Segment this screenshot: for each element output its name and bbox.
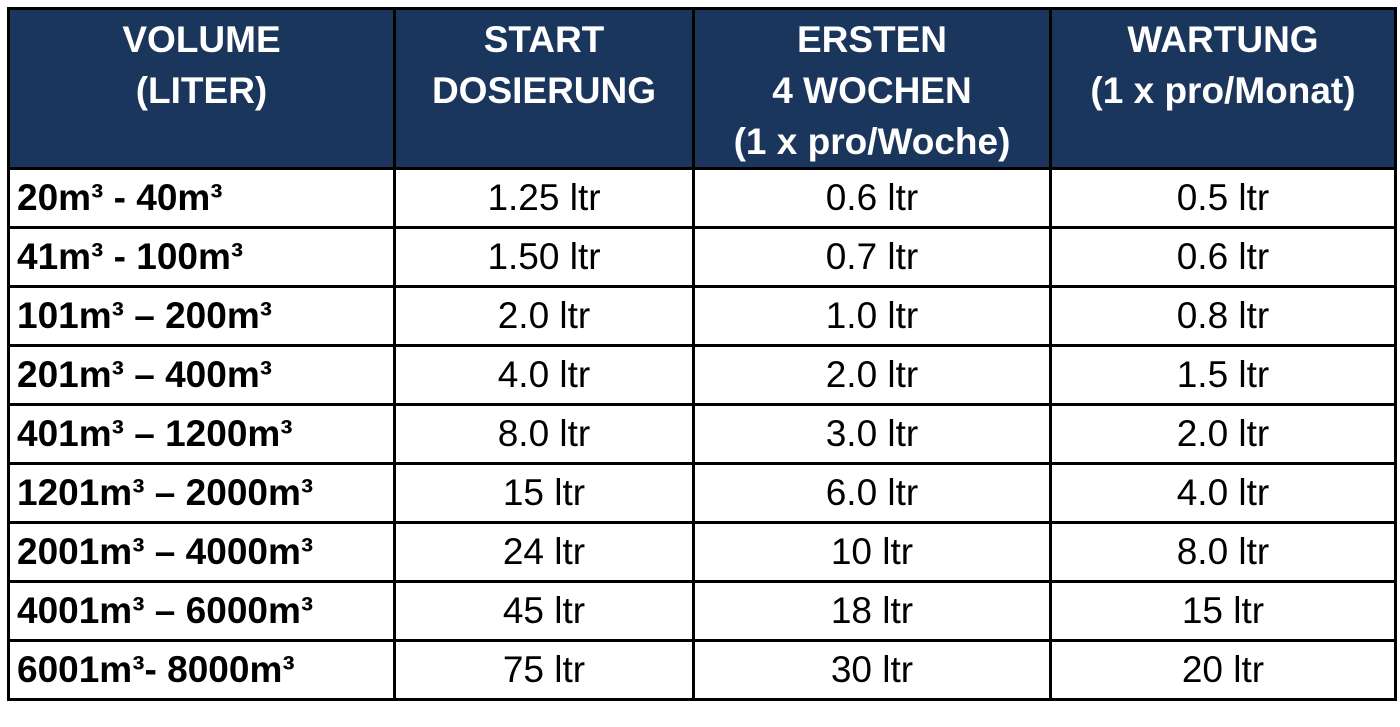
dose-cell: 6.0 ltr [692, 462, 1052, 524]
dose-cell: 0.6 ltr [1049, 226, 1397, 288]
header-cell: ERSTEN 4 WOCHEN (1 x pro/Woche) [692, 7, 1052, 170]
dose-cell: 45 ltr [393, 580, 695, 642]
header-line: VOLUME [122, 19, 281, 60]
header-line: (LITER) [135, 70, 268, 111]
dose-cell: 10 ltr [692, 521, 1052, 583]
dose-cell: 24 ltr [393, 521, 695, 583]
volume-cell: 20m³ - 40m³ [7, 167, 396, 229]
table-row: 41m³ - 100m³ 1.50 ltr 0.7 ltr 0.6 ltr [7, 226, 1397, 288]
dose-cell: 0.7 ltr [692, 226, 1052, 288]
table-row: 6001m³- 8000m³ 75 ltr 30 ltr 20 ltr [7, 639, 1397, 701]
table-row: 4001m³ – 6000m³ 45 ltr 18 ltr 15 ltr [7, 580, 1397, 642]
table-row: 201m³ – 400m³ 4.0 ltr 2.0 ltr 1.5 ltr [7, 344, 1397, 406]
header-line: (1 x pro/Monat) [1090, 70, 1356, 111]
dose-cell: 8.0 ltr [1049, 521, 1397, 583]
table-row: 2001m³ – 4000m³ 24 ltr 10 ltr 8.0 ltr [7, 521, 1397, 583]
dose-cell: 2.0 ltr [692, 344, 1052, 406]
volume-cell: 401m³ – 1200m³ [7, 403, 396, 465]
table-row: 401m³ – 1200m³ 8.0 ltr 3.0 ltr 2.0 ltr [7, 403, 1397, 465]
header-line: ERSTEN [796, 19, 948, 60]
dose-cell: 2.0 ltr [393, 285, 695, 347]
header-line: DOSIERUNG [431, 70, 657, 111]
header-cell: VOLUME (LITER) [7, 7, 396, 170]
volume-cell: 201m³ – 400m³ [7, 344, 396, 406]
volume-cell: 101m³ – 200m³ [7, 285, 396, 347]
dose-cell: 4.0 ltr [393, 344, 695, 406]
dose-cell: 1.0 ltr [692, 285, 1052, 347]
header-cell: WARTUNG (1 x pro/Monat) [1049, 7, 1397, 170]
header-line: (1 x pro/Woche) [733, 121, 1011, 162]
table-row: 20m³ - 40m³ 1.25 ltr 0.6 ltr 0.5 ltr [7, 167, 1397, 229]
volume-cell: 4001m³ – 6000m³ [7, 580, 396, 642]
table-body: 20m³ - 40m³ 1.25 ltr 0.6 ltr 0.5 ltr 41m³ - … [7, 167, 1397, 701]
dose-cell: 1.5 ltr [1049, 344, 1397, 406]
header-line: WARTUNG [1127, 19, 1319, 60]
volume-cell: 1201m³ – 2000m³ [7, 462, 396, 524]
dose-cell: 75 ltr [393, 639, 695, 701]
dose-cell: 4.0 ltr [1049, 462, 1397, 524]
dose-cell: 1.25 ltr [393, 167, 695, 229]
volume-cell: 6001m³- 8000m³ [7, 639, 396, 701]
dosage-table: VOLUME (LITER) START DOSIERUNG ERSTEN 4 WOCHE… [7, 7, 1397, 701]
dose-cell: 8.0 ltr [393, 403, 695, 465]
volume-cell: 2001m³ – 4000m³ [7, 521, 396, 583]
dose-cell: 0.6 ltr [692, 167, 1052, 229]
dose-cell: 15 ltr [393, 462, 695, 524]
dose-cell: 15 ltr [1049, 580, 1397, 642]
dose-cell: 20 ltr [1049, 639, 1397, 701]
header-line: 4 WOCHEN [772, 70, 972, 111]
dose-cell: 0.5 ltr [1049, 167, 1397, 229]
table-row: 1201m³ – 2000m³ 15 ltr 6.0 ltr 4.0 ltr [7, 462, 1397, 524]
dose-cell: 1.50 ltr [393, 226, 695, 288]
dose-cell: 3.0 ltr [692, 403, 1052, 465]
dose-cell: 18 ltr [692, 580, 1052, 642]
table-row: 101m³ – 200m³ 2.0 ltr 1.0 ltr 0.8 ltr [7, 285, 1397, 347]
header-line: START [483, 19, 605, 60]
dose-cell: 2.0 ltr [1049, 403, 1397, 465]
dose-cell: 30 ltr [692, 639, 1052, 701]
table-container: VOLUME (LITER) START DOSIERUNG ERSTEN 4 WOCHE… [7, 7, 1397, 701]
volume-cell: 41m³ - 100m³ [7, 226, 396, 288]
dose-cell: 0.8 ltr [1049, 285, 1397, 347]
header-row: VOLUME (LITER) START DOSIERUNG ERSTEN 4 WOCHE… [7, 7, 1397, 170]
header-cell: START DOSIERUNG [393, 7, 695, 170]
